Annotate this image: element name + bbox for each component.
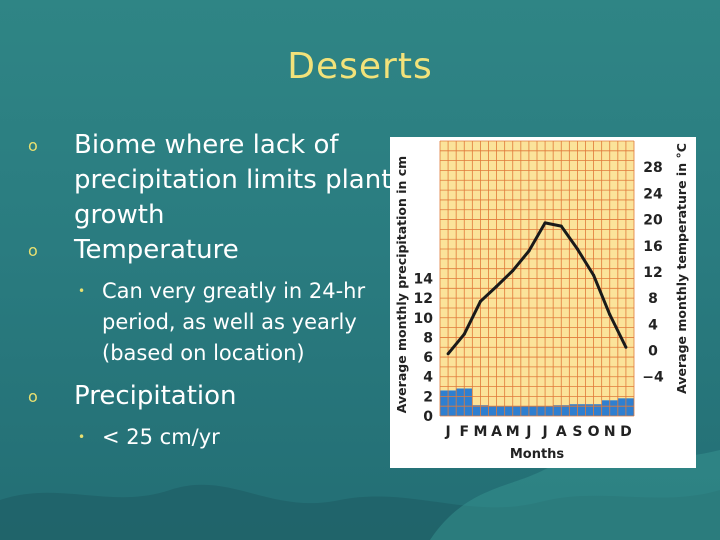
temperature-point [446, 352, 450, 356]
y-axis-label-right: Average monthly temperature in °C [674, 143, 689, 394]
climate-chart: 0 2 4 6 8 10 12 14 −4 0 4 8 12 16 20 24 28 J F M A M J J A S O N D Mo… [390, 137, 696, 468]
temperature-point [592, 273, 596, 277]
slide-title: Deserts [287, 46, 433, 87]
temp-tick-label: 0 [648, 344, 658, 360]
bullet-text: Precipitation [74, 381, 237, 411]
precip-tick-label: 2 [423, 389, 433, 405]
x-axis-label: Months [510, 447, 565, 462]
sub-bullet-marker-icon: • [78, 284, 86, 298]
month-tick-label: A [491, 424, 502, 440]
temperature-point [543, 221, 547, 225]
month-tick-label: O [588, 424, 600, 440]
month-tick-label: M [473, 424, 487, 440]
temp-tick-label: 8 [648, 291, 658, 307]
bullet-text: Temperature [74, 235, 239, 265]
bullet-marker-icon: o [28, 387, 38, 406]
bullet-text: Biome where lack of precipitation limits… [74, 130, 392, 230]
bullet-marker-icon: o [28, 241, 38, 260]
month-tick-label: J [541, 424, 547, 440]
month-tick-label: M [506, 424, 520, 440]
temperature-point [527, 249, 531, 253]
temperature-point [495, 284, 499, 288]
month-tick-label: J [525, 424, 531, 440]
sub-bullet-text: < 25 cm/yr [102, 425, 220, 449]
temp-tick-label: −4 [642, 370, 664, 386]
month-tick-label: J [444, 424, 450, 440]
temperature-point [511, 269, 515, 273]
precip-tick-label: 8 [423, 330, 433, 346]
sub-bullet-item: • Can very greatly in 24-hr period, as w… [22, 276, 392, 369]
bullet-marker-icon: o [28, 136, 38, 155]
precip-tick-label: 4 [423, 370, 433, 386]
month-tick-label: N [604, 424, 616, 440]
bullet-item: o Biome where lack of precipitation limi… [22, 128, 392, 233]
precip-tick-label: 14 [414, 272, 434, 288]
precip-tick-label: 10 [414, 311, 434, 327]
y-axis-label-left: Average monthly precipitation in cm [394, 156, 409, 413]
temperature-point [624, 345, 628, 349]
temperature-point [608, 313, 612, 317]
sub-bullet-text: Can very greatly in 24-hr period, as wel… [102, 279, 366, 365]
bullet-item: o Temperature [22, 233, 392, 268]
sub-bullet-marker-icon: • [78, 430, 86, 444]
decorative-background [0, 450, 720, 540]
bullet-item: o Precipitation [22, 379, 392, 414]
temp-tick-label: 24 [643, 186, 663, 202]
precip-tick-label: 6 [423, 350, 433, 366]
month-tick-label: F [459, 424, 469, 440]
temperature-point [575, 247, 579, 251]
sub-bullet-item: • < 25 cm/yr [22, 422, 392, 453]
month-tick-label: A [556, 424, 567, 440]
temp-tick-label: 20 [643, 213, 663, 229]
temp-tick-label: 28 [643, 160, 662, 176]
temp-tick-label: 12 [643, 265, 662, 281]
temperature-point [478, 299, 482, 303]
temperature-point [559, 224, 563, 228]
month-tick-label: D [620, 424, 632, 440]
precip-tick-label: 0 [423, 409, 433, 425]
temperature-point [462, 332, 466, 336]
temp-tick-label: 16 [643, 239, 662, 255]
temperature-line [446, 221, 628, 355]
bullet-list: o Biome where lack of precipitation limi… [22, 128, 392, 463]
month-tick-label: S [572, 424, 582, 440]
precip-tick-label: 12 [414, 291, 433, 307]
temp-tick-label: 4 [648, 317, 658, 333]
